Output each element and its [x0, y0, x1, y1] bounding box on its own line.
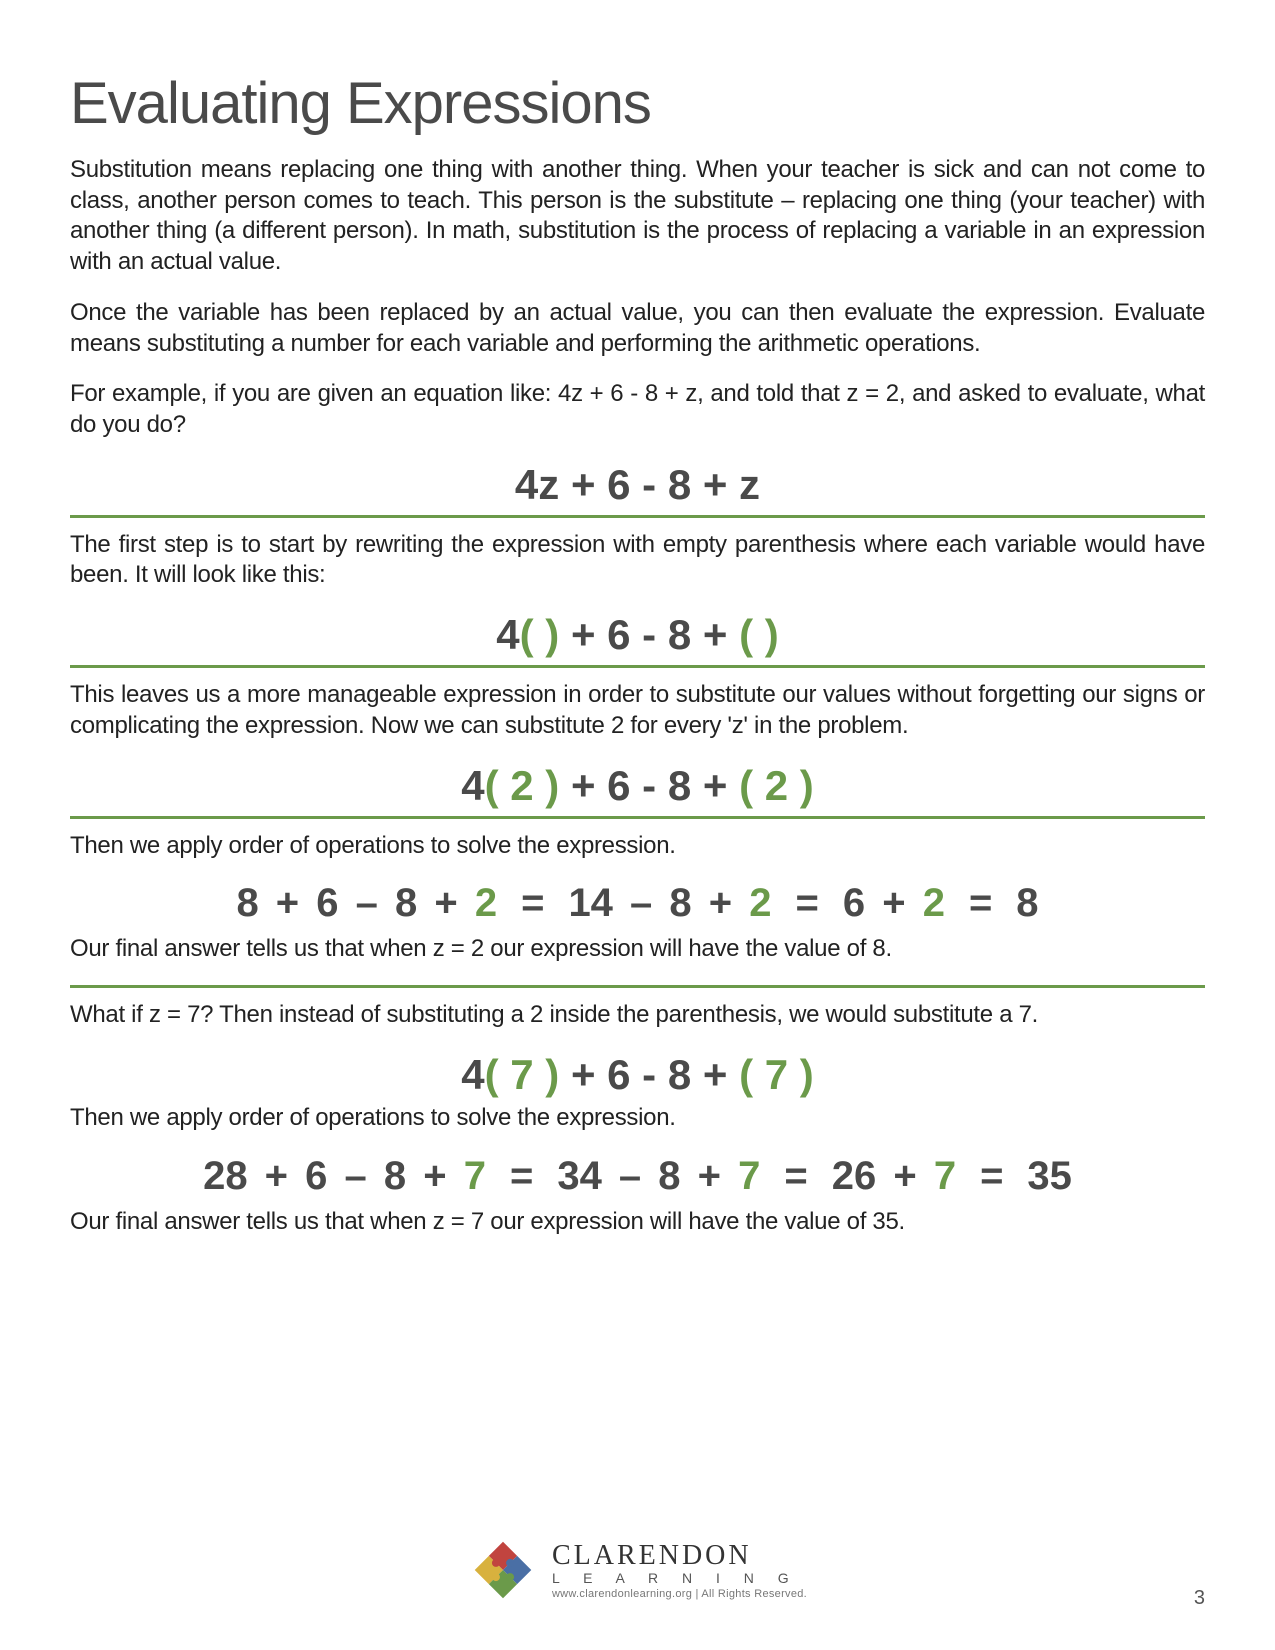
expression-original: 4z + 6 - 8 + z — [70, 461, 1205, 509]
paren-inner — [753, 611, 765, 658]
expression-sub-7: 4( 7 ) + 6 - 8 + ( 7 ) — [70, 1051, 1205, 1099]
equals: = — [521, 881, 544, 926]
expression-empty-parens: 4( ) + 6 - 8 + ( ) — [70, 611, 1205, 659]
page-number: 3 — [1194, 1587, 1205, 1610]
paren-open: ( — [520, 611, 534, 658]
calc-highlight: 2 — [475, 881, 497, 925]
paren-open: ( — [485, 1051, 511, 1098]
calc-highlight: 2 — [923, 881, 945, 925]
paren-close: ) — [534, 1051, 560, 1098]
step-para-3: Then we apply order of operations to sol… — [70, 831, 1205, 862]
divider-4 — [70, 985, 1205, 988]
calc-term: 6 + — [843, 881, 923, 925]
expr-part: 4 — [461, 762, 484, 809]
calc-term: 8 + 6 – 8 + — [236, 881, 474, 925]
calc-term: 14 – 8 + — [568, 881, 749, 925]
divider-1 — [70, 515, 1205, 518]
paren-open: ( — [739, 762, 765, 809]
paren-close: ) — [534, 762, 560, 809]
brand-name: CLARENDON — [552, 1540, 807, 1572]
substituted-value: 7 — [510, 1051, 533, 1098]
intro-para-1: Substitution means replacing one thing w… — [70, 155, 1205, 278]
equals: = — [795, 881, 818, 926]
step-para-2: This leaves us a more manageable express… — [70, 680, 1205, 741]
equals: = — [969, 881, 992, 926]
calc-highlight: 7 — [738, 1154, 760, 1198]
intro-para-3: For example, if you are given an equatio… — [70, 379, 1205, 440]
step-para-1: The first step is to start by rewriting … — [70, 530, 1205, 591]
calc-highlight: 7 — [934, 1154, 956, 1198]
expr-part: 4 — [461, 1051, 484, 1098]
divider-2 — [70, 665, 1205, 668]
substituted-value: 2 — [510, 762, 533, 809]
expr-part: + 6 - 8 + — [559, 762, 739, 809]
calc-term: 28 + 6 – 8 + — [203, 1154, 464, 1198]
paren-close: ) — [765, 611, 779, 658]
substituted-value: 2 — [765, 762, 788, 809]
brand-url: www.clarendonlearning.org | All Rights R… — [552, 1588, 807, 1600]
calculation-z2: 8 + 6 – 8 + 2 = 14 – 8 + 2 = 6 + 2 = 8 — [70, 881, 1205, 926]
equals: = — [784, 1154, 807, 1199]
equals: = — [510, 1154, 533, 1199]
paren-inner — [534, 611, 546, 658]
paren-open: ( — [485, 762, 511, 809]
calc-highlight: 7 — [464, 1154, 486, 1198]
paren-close: ) — [788, 762, 814, 809]
calc-result: 8 — [1016, 881, 1038, 925]
page-title: Evaluating Expressions — [70, 70, 1205, 137]
paren-close: ) — [788, 1051, 814, 1098]
page-footer: CLARENDON L E A R N I N G www.clarendonl… — [0, 1535, 1275, 1610]
calc-term: 34 – 8 + — [557, 1154, 738, 1198]
calculation-z7: 28 + 6 – 8 + 7 = 34 – 8 + 7 = 26 + 7 = 35 — [70, 1154, 1205, 1199]
substituted-value: 7 — [765, 1051, 788, 1098]
brand-tagline: L E A R N I N G — [552, 1570, 807, 1586]
answer-para-1: Our final answer tells us that when z = … — [70, 934, 1205, 965]
calc-result: 35 — [1027, 1154, 1072, 1198]
expr-part: + 6 - 8 + — [559, 611, 739, 658]
intro-para-2: Once the variable has been replaced by a… — [70, 298, 1205, 359]
calc-highlight: 2 — [749, 881, 771, 925]
step-para-4: Then we apply order of operations to sol… — [70, 1103, 1205, 1134]
paren-open: ( — [739, 611, 753, 658]
whatif-para: What if z = 7? Then instead of substitut… — [70, 1000, 1205, 1031]
expr-part: + 6 - 8 + — [559, 1051, 739, 1098]
expr-part: 4 — [496, 611, 519, 658]
paren-open: ( — [739, 1051, 765, 1098]
calc-term: 26 + — [832, 1154, 934, 1198]
brand-logo: CLARENDON L E A R N I N G www.clarendonl… — [468, 1535, 807, 1605]
expression-sub-2: 4( 2 ) + 6 - 8 + ( 2 ) — [70, 762, 1205, 810]
paren-close: ) — [545, 611, 559, 658]
divider-3 — [70, 816, 1205, 819]
puzzle-icon — [468, 1535, 538, 1605]
equals: = — [980, 1154, 1003, 1199]
answer-para-2: Our final answer tells us that when z = … — [70, 1207, 1205, 1238]
